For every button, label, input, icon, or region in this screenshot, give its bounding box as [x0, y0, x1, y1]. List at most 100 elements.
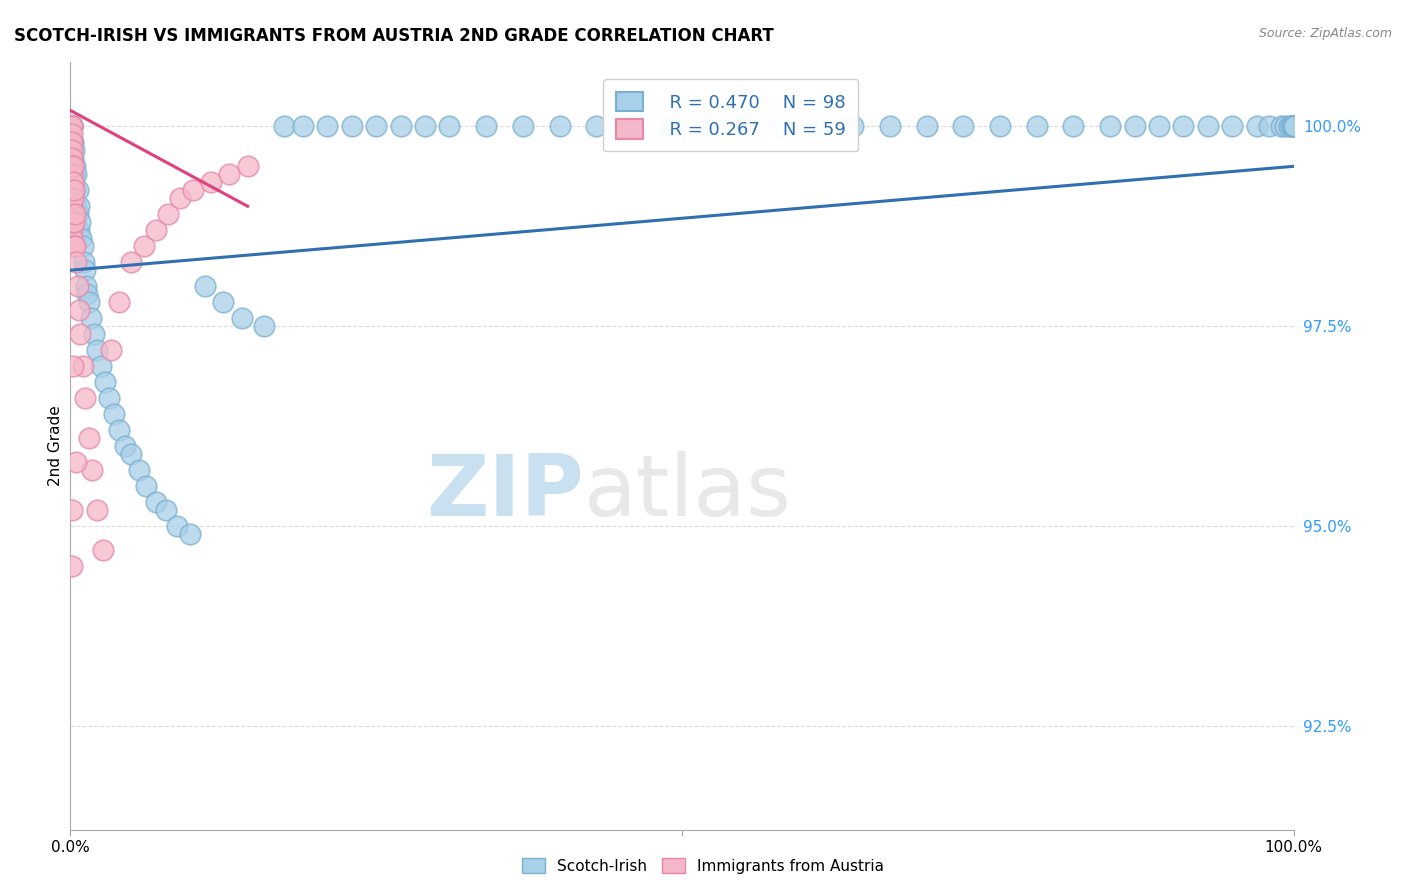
- Point: [108, 295, 131, 310]
- Point: [69, 327, 91, 342]
- Point: [1274, 120, 1296, 134]
- Point: [62, 175, 84, 189]
- Point: [62, 136, 84, 150]
- Point: [252, 319, 274, 334]
- Point: [114, 439, 136, 453]
- Point: [63, 167, 86, 181]
- Point: [155, 503, 177, 517]
- Point: [548, 120, 571, 134]
- Point: [439, 120, 461, 134]
- Point: [169, 191, 191, 205]
- Point: [236, 159, 259, 173]
- Point: [72, 359, 94, 373]
- Point: [1173, 120, 1195, 134]
- Point: [200, 175, 222, 189]
- Point: [77, 295, 100, 310]
- Point: [80, 311, 103, 326]
- Point: [1123, 120, 1146, 134]
- Point: [1025, 120, 1047, 134]
- Point: [60, 151, 83, 165]
- Point: [879, 120, 901, 134]
- Point: [60, 503, 83, 517]
- Point: [60, 159, 83, 173]
- Point: [952, 120, 974, 134]
- Point: [1279, 120, 1302, 134]
- Point: [59, 120, 82, 134]
- Point: [75, 279, 97, 293]
- Point: [366, 120, 388, 134]
- Point: [86, 343, 108, 357]
- Point: [1281, 120, 1303, 134]
- Point: [166, 519, 188, 533]
- Point: [157, 207, 180, 221]
- Text: atlas: atlas: [583, 450, 792, 533]
- Point: [59, 120, 82, 134]
- Point: [181, 183, 204, 197]
- Point: [128, 463, 150, 477]
- Point: [77, 431, 100, 445]
- Point: [121, 447, 143, 461]
- Point: [66, 279, 89, 293]
- Point: [60, 183, 83, 197]
- Point: [194, 279, 217, 293]
- Point: [60, 120, 83, 134]
- Point: [695, 120, 717, 134]
- Point: [60, 215, 83, 229]
- Point: [60, 159, 83, 173]
- Point: [1282, 120, 1305, 134]
- Point: [1282, 120, 1305, 134]
- Point: [63, 215, 86, 229]
- Point: [59, 120, 82, 134]
- Point: [60, 136, 83, 150]
- Point: [82, 463, 104, 477]
- Point: [135, 479, 157, 493]
- Point: [60, 175, 83, 189]
- Point: [62, 239, 84, 253]
- Point: [69, 215, 91, 229]
- Point: [842, 120, 865, 134]
- Point: [73, 263, 96, 277]
- Point: [59, 167, 82, 181]
- Point: [62, 191, 84, 205]
- Point: [63, 183, 86, 197]
- Point: [86, 503, 108, 517]
- Point: [1220, 120, 1243, 134]
- Point: [63, 183, 86, 197]
- Point: [60, 120, 83, 134]
- Point: [62, 167, 84, 181]
- Point: [340, 120, 363, 134]
- Point: [1282, 120, 1305, 134]
- Point: [59, 120, 82, 134]
- Point: [65, 199, 87, 213]
- Point: [60, 136, 83, 150]
- Point: [1246, 120, 1268, 134]
- Point: [658, 120, 681, 134]
- Point: [60, 120, 83, 134]
- Point: [66, 207, 89, 221]
- Point: [60, 151, 83, 165]
- Point: [63, 144, 86, 158]
- Point: [63, 183, 86, 197]
- Point: [145, 223, 167, 237]
- Point: [1282, 120, 1305, 134]
- Point: [988, 120, 1011, 134]
- Point: [121, 255, 143, 269]
- Point: [60, 207, 83, 221]
- Point: [73, 391, 96, 405]
- Point: [63, 207, 86, 221]
- Point: [60, 128, 83, 142]
- Point: [100, 343, 122, 357]
- Point: [65, 255, 87, 269]
- Point: [90, 359, 112, 373]
- Point: [621, 120, 644, 134]
- Point: [103, 407, 125, 421]
- Point: [273, 120, 295, 134]
- Point: [212, 295, 235, 310]
- Point: [512, 120, 534, 134]
- Point: [733, 120, 755, 134]
- Point: [76, 287, 98, 301]
- Point: [1062, 120, 1084, 134]
- Point: [1099, 120, 1122, 134]
- Point: [62, 359, 84, 373]
- Point: [389, 120, 412, 134]
